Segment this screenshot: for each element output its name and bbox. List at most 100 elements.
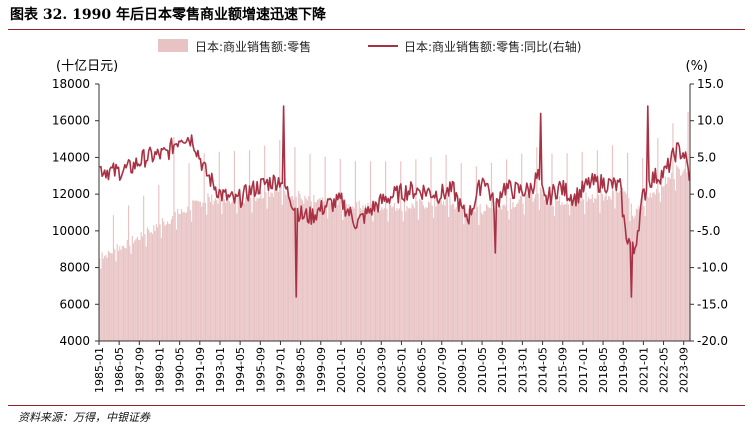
bar-1987-10 [140,232,142,341]
bar-1996-09 [275,191,277,341]
bar-1995-07 [257,198,259,341]
bar-1986-10 [125,248,127,341]
bar-1995-03 [252,190,254,341]
bar-2000-03 [328,197,330,341]
bar-1996-06 [271,192,273,341]
bar-2016-03 [570,193,572,341]
bar-2005-06 [407,208,409,341]
bar-2012-06 [513,207,515,341]
bar-1997-10 [291,195,293,341]
bar-1999-08 [319,197,321,341]
bar-2011-05 [497,209,499,341]
bar-2007-02 [432,217,435,341]
bar-1992-08 [213,200,215,341]
bar-1991-10 [201,206,203,341]
bar-2002-06 [362,205,364,341]
bar-2002-10 [367,202,369,341]
bar-1991-07 [197,201,199,341]
bar-1990-10 [185,212,188,341]
bar-2002-05 [361,210,363,341]
legend-label-line: 日本:商业销售额:零售:同比(右轴) [404,39,582,54]
bar-2022-08 [667,177,669,341]
left-axis-ticks: 4000 6000 8000 10000 12000 14000 16000 18000 [52,77,99,348]
x-tick-label-1998-05: 1998-05 [295,347,308,393]
bar-1994-10 [246,194,248,341]
bar-1993-02 [221,214,223,341]
bar-2004-11 [398,208,401,341]
bar-2012-02 [508,219,510,341]
bar-2020-09 [638,205,640,341]
bar-2017-04 [586,201,588,341]
legend-label-bars: 日本:商业销售额:零售 [195,39,311,54]
bar-1997-04 [284,190,286,341]
bar-2021-07 [650,197,653,341]
bar-2019-08 [621,187,624,341]
bar-2003-10 [382,209,384,341]
bar-1986-02 [115,261,117,341]
bar-2018-10 [609,196,611,341]
bar-1991-09 [199,201,201,341]
x-tick-label-1985-01: 1985-01 [93,347,106,393]
bar-2017-02 [584,214,586,341]
bar-2002-12 [369,161,372,341]
bar-1999-01 [310,201,312,341]
bar-1993-01 [219,199,222,341]
bar-2005-10 [412,205,414,341]
bar-1998-11 [308,196,310,341]
bar-1997-11 [293,199,295,341]
bar-2023-12 [687,112,689,341]
bar-2001-03 [343,199,345,341]
bar-2007-01 [431,205,433,341]
bar-1992-04 [208,196,210,341]
bar-2016-02 [569,215,571,341]
bar-1987-08 [138,239,140,341]
bar-2020-01 [628,198,630,341]
bar-2004-10 [397,209,399,341]
bar-1999-10 [322,197,324,341]
x-tick-label-1999-09: 1999-09 [315,347,328,393]
x-tick-label-2014-05: 2014-05 [537,347,550,393]
bar-2016-11 [580,200,582,341]
bar-1994-03 [237,191,239,341]
bar-2006-12 [430,157,432,341]
bar-1994-02 [236,213,238,341]
bar-2009-01 [461,208,464,341]
bar-2021-02 [644,215,646,341]
bar-2018-08 [606,199,608,341]
bar-2023-03 [676,165,678,341]
bar-2014-09 [547,203,549,341]
bar-2010-04 [480,212,482,341]
bar-1992-11 [217,203,219,341]
x-tick-label-1986-05: 1986-05 [113,347,126,393]
bar-2006-02 [417,219,419,341]
bar-2005-03 [403,200,406,341]
bar-1987-11 [141,236,143,341]
bar-2022-03 [661,178,663,341]
x-tick-label-2003-09: 2003-09 [375,347,388,393]
bar-2004-07 [393,202,396,341]
bar-2013-04 [526,193,528,341]
bar-1992-03 [207,193,209,341]
left-tick-label-4000: 4000 [59,334,90,348]
legend: 日本:商业销售额:零售 日本:商业销售额:零售:同比(右轴) [158,39,582,54]
bar-2007-12 [445,154,447,341]
bar-1994-04 [238,194,241,341]
bar-2014-12 [551,153,553,341]
bar-2006-10 [427,201,430,341]
bar-2022-05 [663,185,665,341]
bar-1988-11 [156,227,159,341]
bar-1989-12 [173,137,175,341]
x-tick-label-2013-01: 2013-01 [516,347,529,393]
bar-2015-03 [555,194,557,341]
bar-2019-11 [625,194,627,341]
bar-2021-10 [654,194,656,341]
bar-2019-01 [613,190,615,341]
bar-2001-01 [340,209,343,341]
left-axis-unit: (十亿日元) [56,59,118,74]
bar-1985-09 [109,252,111,341]
bar-2004-12 [400,161,402,341]
bar-2008-11 [459,207,461,341]
bar-1998-03 [298,190,300,341]
bar-2012-03 [509,198,511,341]
bar-1985-06 [105,255,107,341]
